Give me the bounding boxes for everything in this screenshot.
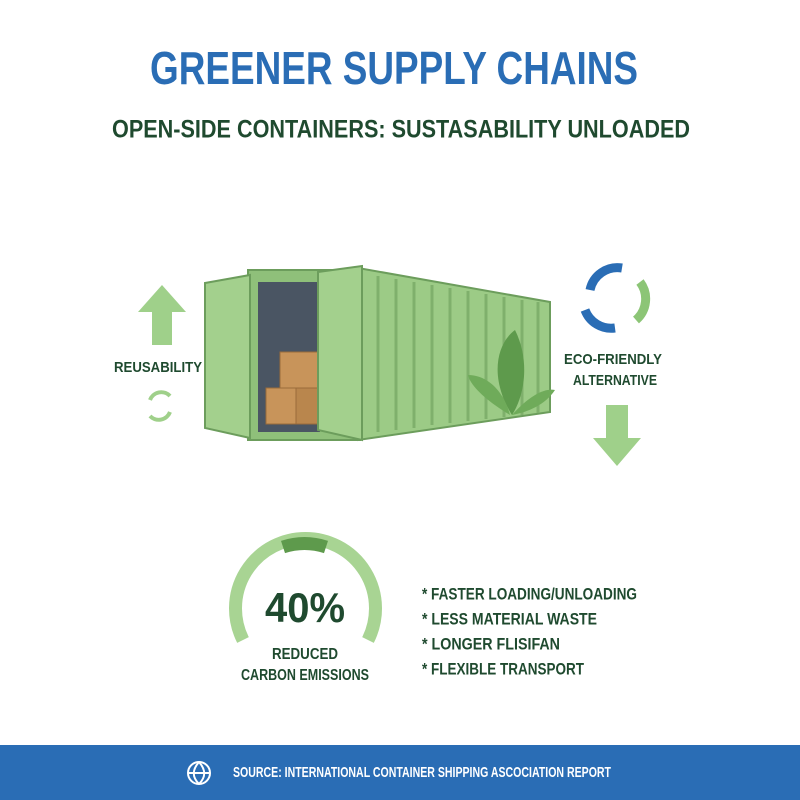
benefit-item: * LESS MATERIAL WASTE bbox=[422, 609, 597, 628]
eco-label: ECO-FRIENDLY bbox=[564, 351, 662, 368]
stat-caption: CARBON EMISSIONS bbox=[241, 667, 369, 684]
stat-caption: REDUCED bbox=[272, 646, 338, 663]
title: GREENER SUPPLY CHAINS bbox=[150, 42, 638, 94]
globe-icon bbox=[187, 761, 211, 785]
up-arrow bbox=[138, 285, 186, 345]
stat-value: 40% bbox=[265, 584, 345, 631]
small-recycle-icon bbox=[148, 390, 172, 422]
benefit-item: * FASTER LOADING/UNLOADING bbox=[422, 584, 637, 603]
source-text: SOURCE: INTERNATIONAL CONTAINER SHIPPING… bbox=[233, 764, 611, 781]
benefit-item: * FLEXIBLE TRANSPORT bbox=[422, 659, 584, 678]
benefit-item: * LONGER FLISIFAN bbox=[422, 634, 560, 653]
reusability-label: REUSABILITY bbox=[114, 359, 202, 376]
down-arrow bbox=[593, 405, 641, 466]
subtitle: OPEN-SIDE CONTAINERS: SUSTASABILITY UNLO… bbox=[112, 116, 690, 144]
eco-label: ALTERNATIVE bbox=[573, 372, 657, 389]
footer-bar bbox=[0, 745, 800, 800]
gauge-highlight bbox=[281, 537, 328, 554]
recycle-icon bbox=[580, 263, 651, 333]
container-illustration bbox=[204, 264, 555, 442]
